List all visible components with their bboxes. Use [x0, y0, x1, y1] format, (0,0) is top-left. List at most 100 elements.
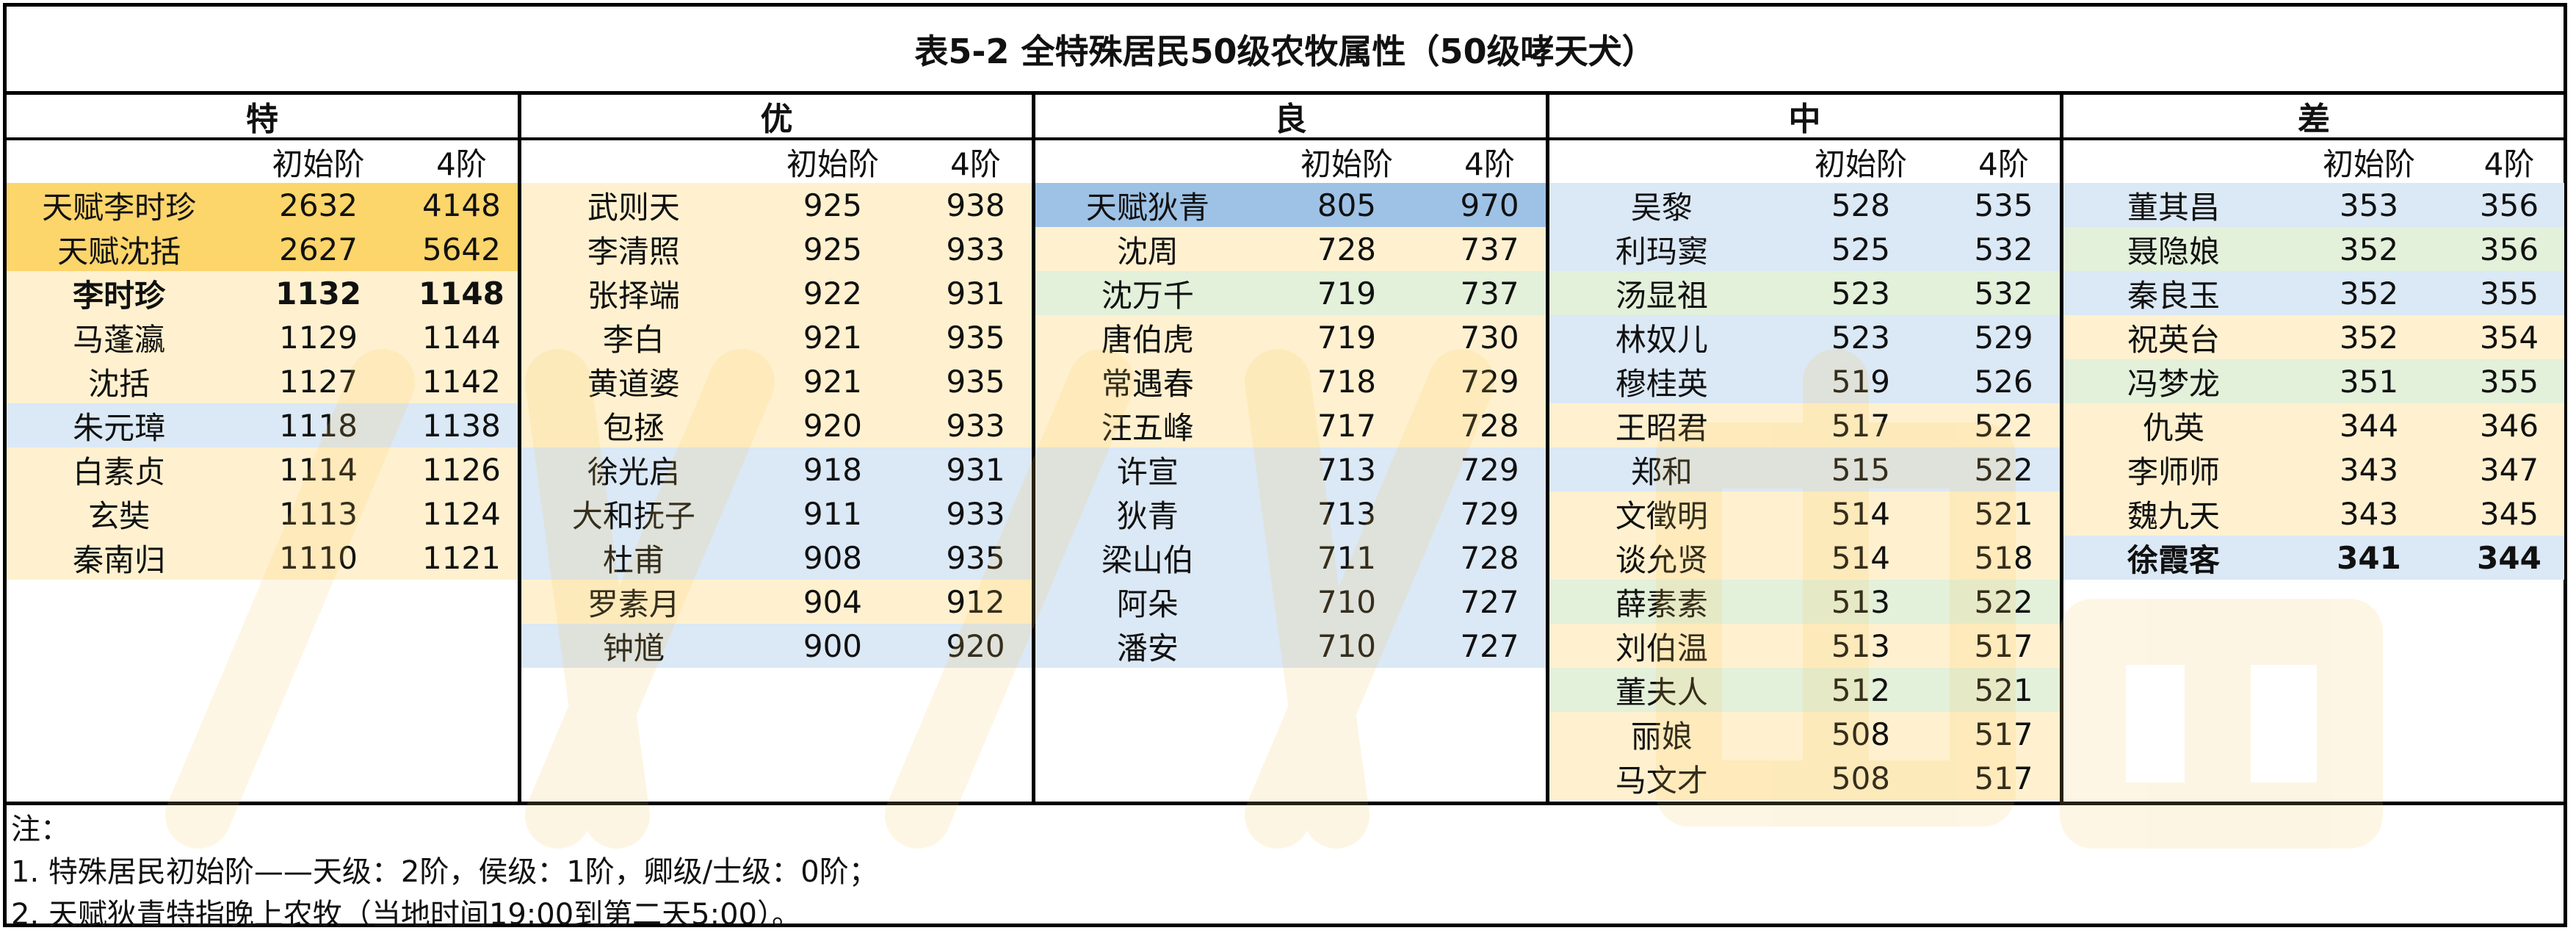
level4-value: 1144 — [422, 319, 501, 356]
groups-container: 特初始阶 4阶 天赋李时珍 2632 4148 天赋沈括 2627 5642 李时珍 1132 11… — [7, 95, 2564, 802]
column-header-level4: 4阶 — [1978, 145, 2029, 182]
table-row: 秦良玉 352 355 — [2063, 271, 2564, 315]
resident-name: 狄青 — [1116, 497, 1179, 534]
initial-value: 523 — [1831, 319, 1891, 356]
resident-name: 郑和 — [1630, 453, 1693, 490]
initial-value: 717 — [1317, 407, 1377, 444]
level4-value: 727 — [1460, 583, 1519, 620]
level4-value: 933 — [946, 495, 1005, 532]
table-row: 吴黎 528 535 — [1549, 183, 2060, 227]
table-row: 董其昌 353 356 — [2063, 183, 2564, 227]
level4-value: 346 — [2479, 407, 2539, 444]
table-row: 梁山伯 711 728 — [1035, 536, 1546, 580]
group-header: 良 — [1035, 95, 1546, 140]
initial-value: 1132 — [275, 275, 361, 312]
table-row: 阿朵 710 727 — [1035, 580, 1546, 624]
note-1: 1. 特殊居民初始阶——天级：2阶，侯级：1阶，卿级/士级：0阶； — [11, 855, 878, 889]
resident-name: 秦良玉 — [2127, 277, 2221, 314]
initial-value: 352 — [2339, 275, 2399, 312]
level4-value: 1142 — [422, 363, 501, 400]
level4-value: 920 — [946, 627, 1005, 664]
resident-name: 李师师 — [2127, 453, 2221, 490]
resident-name: 天赋沈括 — [57, 233, 181, 270]
level4-value: 1148 — [418, 275, 504, 312]
level4-value: 729 — [1460, 363, 1519, 400]
resident-name: 吴黎 — [1630, 189, 1693, 226]
initial-value: 925 — [803, 187, 863, 223]
table-row: 杜甫 908 935 — [521, 536, 1032, 580]
table-row: 马蓬瀛 1129 1144 — [7, 315, 518, 359]
initial-value: 525 — [1831, 231, 1891, 267]
initial-value: 508 — [1831, 760, 1891, 796]
table-row: 董夫人 512 521 — [1549, 668, 2060, 712]
table-row: 魏九天 343 345 — [2063, 492, 2564, 536]
initial-value: 719 — [1317, 275, 1377, 312]
initial-value: 713 — [1317, 451, 1377, 488]
table-row: 沈括 1127 1142 — [7, 359, 518, 403]
level4-value: 355 — [2479, 275, 2539, 312]
column-header-initial: 初始阶 — [786, 145, 879, 182]
resident-name: 聂隐娘 — [2127, 233, 2221, 270]
resident-name: 杜甫 — [602, 541, 665, 578]
level4-value: 1126 — [422, 451, 501, 488]
resident-name: 刘伯温 — [1615, 630, 1708, 666]
resident-name: 罗素月 — [587, 586, 680, 622]
resident-name: 天赋李时珍 — [42, 189, 197, 226]
level4-value: 933 — [946, 231, 1005, 267]
resident-name: 仇英 — [2143, 409, 2205, 446]
initial-value: 353 — [2339, 187, 2399, 223]
table-row: 聂隐娘 352 356 — [2063, 227, 2564, 271]
level4-value: 938 — [946, 187, 1005, 223]
initial-value: 711 — [1317, 539, 1377, 576]
level4-value: 355 — [2479, 363, 2539, 400]
group-header: 差 — [2063, 95, 2564, 140]
level4-value: 728 — [1460, 407, 1519, 444]
table-row: 武则天 925 938 — [521, 183, 1032, 227]
table-row: 仇英 344 346 — [2063, 403, 2564, 447]
group-column: 中初始阶 4阶 吴黎 528 535 利玛窦 525 532 汤显祖 523 532 林奴儿 523 52… — [1546, 95, 2060, 802]
level4-value: 521 — [1974, 672, 2033, 708]
level4-value: 356 — [2479, 231, 2539, 267]
resident-name: 冯梦龙 — [2127, 365, 2221, 402]
resident-name: 董其昌 — [2127, 189, 2221, 226]
initial-value: 343 — [2339, 495, 2399, 532]
level4-value: 522 — [1974, 451, 2033, 488]
level4-value: 522 — [1974, 407, 2033, 444]
table-row: 穆桂英 519 526 — [1549, 359, 2060, 403]
table-row: 秦南归 1110 1121 — [7, 536, 518, 580]
table-row: 冯梦龙 351 355 — [2063, 359, 2564, 403]
table-row: 汪五峰 717 728 — [1035, 403, 1546, 447]
table-row: 沈周 728 737 — [1035, 227, 1546, 271]
resident-name: 钟馗 — [602, 630, 665, 666]
table-row: 徐霞客 341 344 — [2063, 536, 2564, 580]
resident-name: 包拯 — [602, 409, 665, 446]
column-header-row: 初始阶 4阶 — [7, 140, 518, 183]
level4-value: 521 — [1974, 495, 2033, 532]
table-title: 表5-2 全特殊居民50级农牧属性（50级哮天犬） — [7, 7, 2564, 95]
initial-value: 921 — [803, 319, 863, 356]
initial-value: 921 — [803, 363, 863, 400]
table-row: 包拯 920 933 — [521, 403, 1032, 447]
initial-value: 922 — [803, 275, 863, 312]
resident-name: 常遇春 — [1101, 365, 1194, 402]
resident-name: 丽娘 — [1630, 718, 1693, 755]
level4-value: 526 — [1974, 363, 2033, 400]
level4-value: 727 — [1460, 627, 1519, 664]
initial-value: 514 — [1831, 495, 1891, 532]
resident-name: 林奴儿 — [1615, 321, 1708, 358]
column-header-level4: 4阶 — [2483, 145, 2535, 182]
initial-value: 911 — [803, 495, 863, 532]
initial-value: 352 — [2339, 231, 2399, 267]
initial-value: 341 — [2337, 539, 2401, 576]
table-row: 林奴儿 523 529 — [1549, 315, 2060, 359]
initial-value: 918 — [803, 451, 863, 488]
resident-name: 汤显祖 — [1615, 277, 1708, 314]
resident-name: 祝英台 — [2127, 321, 2221, 358]
initial-value: 713 — [1317, 495, 1377, 532]
resident-name: 沈括 — [88, 365, 151, 402]
table-row: 常遇春 718 729 — [1035, 359, 1546, 403]
table-row: 天赋沈括 2627 5642 — [7, 227, 518, 271]
level4-value: 356 — [2479, 187, 2539, 223]
table-row: 李师师 343 347 — [2063, 447, 2564, 492]
initial-value: 719 — [1317, 319, 1377, 356]
